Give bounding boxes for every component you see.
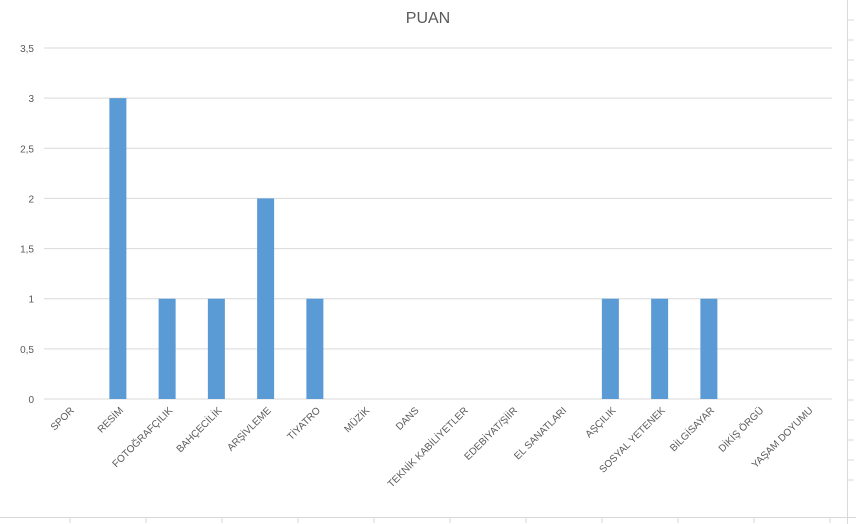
bar [109, 98, 127, 400]
y-tick-label: 1,5 [20, 245, 34, 256]
x-category-label: SPOR [49, 405, 77, 433]
x-category-label: EL SANATLARI [512, 405, 569, 462]
bar [700, 298, 718, 399]
x-category-label: AŞÇILIK [584, 405, 619, 440]
y-tick-label: 2 [28, 194, 34, 205]
x-category-label: MÜZİK [341, 404, 372, 435]
x-category-label: BİLGİSAYAR [667, 404, 717, 454]
y-tick-label: 0,5 [20, 345, 34, 356]
bar [207, 298, 225, 399]
x-category-label: BAHÇECİLİK [173, 404, 224, 455]
x-category-label: TEKNİK KABİLİYETLER [385, 404, 471, 490]
y-tick-label: 0 [28, 395, 34, 406]
x-category-label: DİKİŞ ÖRGÜ [715, 404, 766, 455]
bar [306, 298, 324, 399]
chart-title: PUAN [406, 10, 450, 27]
bars [109, 98, 718, 400]
bar [651, 298, 669, 399]
bar [257, 198, 275, 399]
y-axis-tick-labels: 0 0,5 1 1,5 2 2,5 3 3,5 [20, 44, 34, 406]
y-tick-label: 3,5 [20, 44, 34, 55]
y-tick-label: 2,5 [20, 144, 34, 155]
x-category-label: ARŞİVLEME [224, 404, 274, 454]
x-category-label: DANS [394, 405, 422, 433]
x-category-label: RESİM [94, 404, 126, 436]
y-tick-label: 3 [28, 94, 34, 105]
y-tick-label: 1 [28, 295, 34, 306]
bar [601, 298, 619, 399]
bar [158, 298, 176, 399]
x-category-label: TİYATRO [284, 404, 323, 443]
